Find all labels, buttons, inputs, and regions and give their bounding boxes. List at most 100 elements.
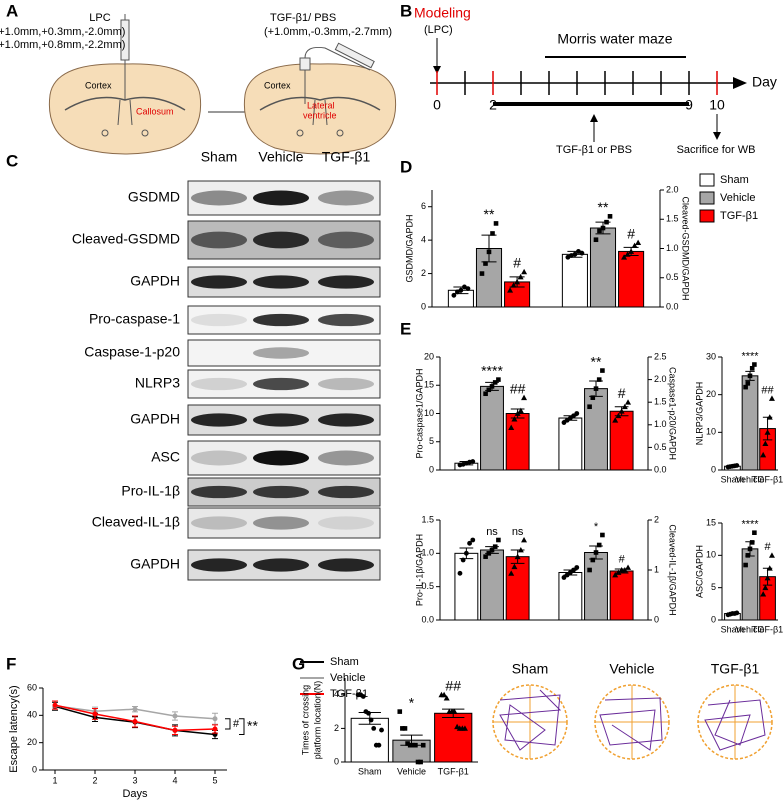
legend-swatch [699,173,715,187]
region: Cortex [264,80,291,90]
bar [454,552,479,621]
bar [505,413,530,471]
ventricle [117,99,133,126]
data-point [762,440,769,447]
data-point [574,565,580,570]
data-point [415,759,421,765]
tick-label: 2.5 [654,351,667,361]
significance: # [513,255,521,271]
data-point [212,716,218,722]
x-tick-label: 2 [92,775,97,785]
data-point [92,711,98,717]
bar [558,572,583,621]
data-point [511,563,518,570]
data-point [470,537,476,543]
arrow-head [733,77,747,89]
band [253,413,309,427]
column-header: Vehicle [258,149,303,165]
data-point [625,564,632,570]
significance: ** [247,717,258,733]
data-point [764,429,771,435]
coords: (+1.0mm,-0.3mm,-2.7mm) [264,26,392,38]
data-point [747,546,753,552]
tick-label: 0.0 [654,464,667,474]
band [191,485,247,499]
data-point [402,726,408,731]
data-point [132,718,138,724]
band [253,347,309,359]
significance: ** [598,199,609,215]
axis-label: Day [752,74,777,90]
x-tick-label: Sham [721,474,745,484]
blot-label: Pro-caspase-1 [89,311,180,327]
data-point [749,540,755,545]
significance: * [409,694,415,710]
coords: (+1.0mm,+0.3mm,-2.0mm) [0,26,125,38]
axis-title: Caspase1-p20/GAPDH [668,367,678,460]
data-point [492,544,498,549]
bar [609,570,634,621]
legend-swatch [699,209,715,223]
bar [584,388,608,471]
path-title: Vehicle [609,661,654,677]
tick-label: 5 [711,582,716,592]
data-point [376,742,382,748]
bar [741,375,759,471]
tick-label: 40 [27,710,37,720]
legend-label: Sham [330,656,359,668]
data-point [397,709,403,714]
panel-label: A [6,1,18,20]
axis-title: platform location(N) [312,681,322,760]
panel-label: C [6,151,18,170]
structure [141,129,149,137]
significance: ## [761,384,774,396]
tick-label: 1.5 [421,514,434,524]
data-point [625,399,632,405]
data-point [483,261,488,266]
trajectories [492,684,773,760]
tick-label: 60 [27,682,37,692]
x-tick-label: Vehicle [735,624,764,634]
band [253,275,309,289]
data-point [400,726,405,731]
significance: # [627,225,635,241]
tick-label: 0.5 [666,272,679,282]
data-point [596,377,602,382]
data-point [600,368,605,373]
band [253,485,309,499]
data-point [483,554,488,559]
blot-frame [187,339,381,367]
data-point [368,717,374,723]
data-point [511,416,518,422]
x-tick-label: 1 [52,775,57,785]
data-point [521,394,528,401]
data-point [132,706,138,712]
data-point [492,380,498,385]
x-tick-label: TGF-β1 [752,624,783,634]
tick-label: 1.5 [666,214,679,224]
blot-label: Pro-IL-1β [121,483,180,499]
tick-label: 0 [711,464,716,474]
data-point [579,250,585,256]
data-point [521,268,528,275]
x-tick-label: TGF-β1 [752,474,783,484]
brain-schematic [48,14,397,155]
data-point [762,584,769,591]
tick-label: 1.0 [421,548,434,558]
path [599,697,663,751]
data-point [366,710,371,716]
band [253,450,309,466]
band [253,377,309,391]
tick-label: 6 [421,201,426,211]
data-point [470,459,476,464]
target: Lateral [307,100,335,110]
significance: **** [741,350,759,362]
axis-title: Escape latency(s) [8,685,20,772]
day-label: 10 [709,97,725,113]
data-point [514,410,521,416]
significance: # [764,541,771,553]
band [191,313,247,327]
day-label: 0 [433,97,441,113]
data-point [621,254,628,260]
